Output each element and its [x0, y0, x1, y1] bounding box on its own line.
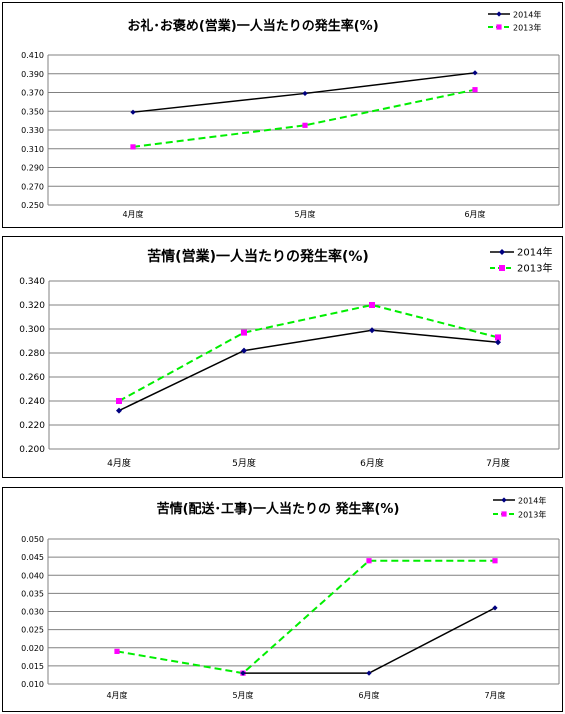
chart-panel-kujo-delivery: 苦情(配送･工事)一人当たりの 発生率(%) 0.050 0.045 0.040 0.… — [2, 487, 563, 712]
series-2014-point — [130, 109, 136, 115]
series-2013-point — [501, 511, 507, 517]
chart-panel-oshire: お礼･お褒め(営業)一人当たりの発生率(%) 0.410 0.390 0.370 0.… — [2, 2, 563, 228]
x-tick-label: 7月度 — [486, 457, 510, 469]
series-2014-point — [501, 497, 507, 503]
y-tick-label: 0.370 — [21, 89, 44, 98]
chart-svg: お礼･お褒め(営業)一人当たりの発生率(%) 0.410 0.390 0.370 0.… — [21, 10, 560, 219]
y-tick-label: 0.015 — [21, 662, 44, 671]
series-2014-point — [496, 11, 502, 17]
chart-svg: 苦情(配送･工事)一人当たりの 発生率(%) 0.050 0.045 0.040 0.… — [21, 496, 560, 700]
series-2013-point — [302, 122, 308, 128]
x-tick-label: 6月度 — [464, 209, 485, 219]
y-tick-label: 0.270 — [21, 182, 44, 191]
series-2014-point — [240, 670, 246, 676]
series-2014-point — [241, 347, 247, 354]
legend-label: 2013年 — [513, 23, 541, 33]
series-2014-point — [116, 407, 122, 414]
y-tick-label: 0.040 — [21, 571, 44, 580]
x-tick-label: 5月度 — [232, 457, 256, 469]
y-tick-label: 0.020 — [21, 644, 44, 653]
x-tick-label: 7月度 — [484, 690, 505, 700]
y-tick-label: 0.410 — [21, 51, 44, 60]
legend-label: 2014年 — [517, 246, 552, 259]
series-2014-point — [366, 670, 372, 676]
x-tick-label: 5月度 — [232, 690, 253, 700]
chart-title: 苦情(配送･工事)一人当たりの 発生率(%) — [157, 501, 400, 517]
x-tick-label: 4月度 — [107, 457, 131, 469]
y-tick-label: 0.340 — [19, 277, 45, 287]
series-2013-point — [241, 329, 247, 336]
x-tick-label: 6月度 — [360, 457, 384, 469]
series-2014-point — [499, 249, 505, 255]
y-tick-label: 0.350 — [21, 107, 44, 116]
series-2013-point — [130, 144, 136, 150]
chart-panel-kujo-sales: 苦情(営業)一人当たりの発生率(%) 0.340 0.320 0.300 0.280 0… — [2, 236, 563, 478]
series-2013-line — [116, 559, 495, 675]
y-tick-label: 0.030 — [21, 608, 44, 617]
series-2014-point — [495, 339, 501, 346]
legend-label: 2013年 — [518, 510, 546, 520]
series-2014-point — [369, 327, 375, 334]
y-tick-label: 0.280 — [19, 349, 45, 359]
y-tick-label: 0.300 — [19, 325, 45, 335]
series-2013-point — [116, 398, 122, 404]
y-tick-label: 0.045 — [21, 553, 44, 562]
series-2014-point — [472, 70, 478, 76]
series-2013-point — [369, 302, 375, 308]
y-tick-label: 0.200 — [19, 445, 45, 455]
y-tick-label: 0.010 — [21, 680, 44, 689]
chart-title: お礼･お褒め(営業)一人当たりの発生率(%) — [127, 18, 378, 34]
legend-label: 2013年 — [517, 262, 552, 275]
y-tick-label: 0.025 — [21, 626, 44, 635]
series-2013-point — [492, 558, 498, 564]
x-tick-label: 5月度 — [294, 209, 315, 219]
x-tick-label: 4月度 — [122, 209, 143, 219]
y-tick-label: 0.330 — [21, 126, 44, 135]
chart-title: 苦情(営業)一人当たりの発生率(%) — [147, 248, 369, 265]
x-tick-label: 6月度 — [358, 690, 379, 700]
y-tick-label: 0.240 — [19, 397, 45, 407]
y-tick-label: 0.050 — [21, 535, 44, 544]
y-tick-label: 0.320 — [19, 301, 45, 311]
series-2013-point — [366, 558, 372, 564]
legend-label: 2014年 — [513, 10, 541, 20]
y-tick-label: 0.310 — [21, 145, 44, 154]
series-2013-point — [472, 87, 478, 93]
series-2013-line — [132, 88, 476, 148]
y-tick-label: 0.035 — [21, 589, 44, 598]
chart-svg: 苦情(営業)一人当たりの発生率(%) 0.340 0.320 0.300 0.280 0… — [19, 246, 560, 469]
series-2013-point — [499, 265, 505, 271]
y-tick-label: 0.220 — [19, 421, 45, 431]
series-2014-point — [492, 605, 498, 611]
series-2013-point — [495, 334, 501, 341]
x-tick-label: 4月度 — [106, 690, 127, 700]
y-tick-label: 0.390 — [21, 70, 44, 79]
y-tick-label: 0.260 — [19, 373, 45, 383]
legend-label: 2014年 — [518, 496, 546, 506]
series-2013-point — [496, 24, 502, 30]
series-2013-line — [118, 303, 499, 402]
series-2014-line — [118, 329, 499, 412]
series-2014-point — [302, 90, 308, 97]
series-2013-point — [114, 648, 120, 654]
y-tick-label: 0.290 — [21, 164, 44, 173]
y-tick-label: 0.250 — [21, 201, 44, 210]
